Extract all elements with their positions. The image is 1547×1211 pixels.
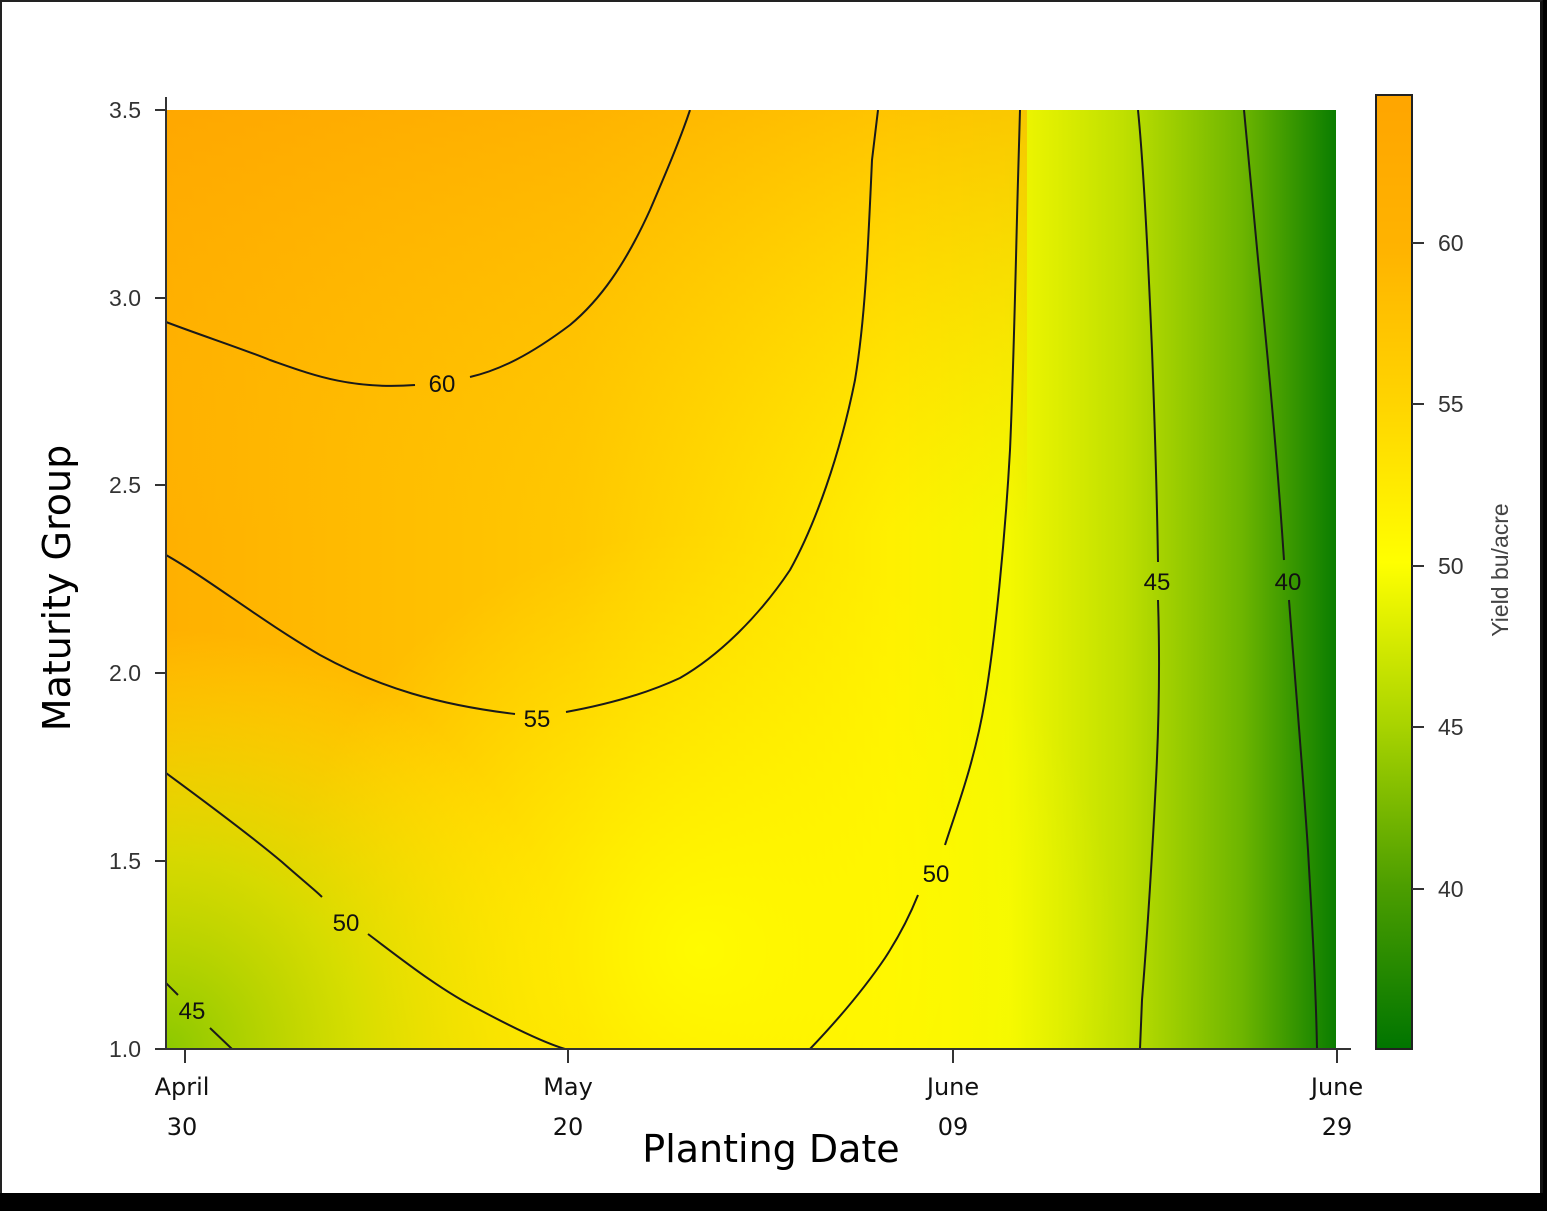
x-axis-title: Planting Date bbox=[642, 1127, 899, 1171]
contour-50-left bbox=[167, 772, 566, 1049]
contour-label-40: 40 bbox=[1275, 569, 1302, 596]
x-tick-day-2: 09 bbox=[938, 1113, 969, 1141]
x-tick-day-0: 30 bbox=[167, 1113, 198, 1141]
x-tick-labels: April 30 May 20 June 09 June 29 bbox=[155, 1073, 1364, 1141]
contour-55 bbox=[167, 110, 879, 715]
contour-label-50-left: 50 bbox=[333, 910, 360, 937]
contour-label-45-right: 45 bbox=[1144, 569, 1171, 596]
y-axis bbox=[155, 97, 167, 1050]
contour-45-right bbox=[1137, 110, 1161, 1049]
y-axis-title: Maturity Group bbox=[35, 445, 79, 731]
colorbar-title: Yield bu/acre bbox=[1487, 503, 1513, 636]
x-tick-month-2: June bbox=[925, 1073, 979, 1101]
colorbar-tick-40: 40 bbox=[1438, 876, 1464, 902]
y-tick-3.0: 3.0 bbox=[109, 285, 141, 311]
colorbar-tick-50: 50 bbox=[1438, 553, 1464, 579]
contour-lines bbox=[167, 110, 1318, 1049]
heatmap-field bbox=[167, 110, 1336, 1049]
x-tick-month-3: June bbox=[1309, 1073, 1363, 1101]
y-tick-1.5: 1.5 bbox=[109, 848, 141, 874]
x-axis bbox=[155, 1048, 1351, 1063]
colorbar-tick-45: 45 bbox=[1438, 714, 1464, 740]
y-tick-2.0: 2.0 bbox=[109, 660, 141, 686]
y-tick-labels: 3.5 3.0 2.5 2.0 1.5 1.0 bbox=[109, 97, 141, 1062]
x-tick-month-0: April bbox=[155, 1073, 210, 1101]
colorbar: 60 55 50 45 40 Yield bu/acre bbox=[1375, 94, 1513, 1050]
contour-label-45-left: 45 bbox=[179, 998, 206, 1025]
contour-45-left bbox=[167, 982, 233, 1049]
x-tick-day-1: 20 bbox=[553, 1113, 584, 1141]
contour-60 bbox=[167, 110, 691, 387]
contour-50-right bbox=[809, 110, 1021, 1049]
contour-label-60: 60 bbox=[429, 371, 456, 398]
colorbar-tick-55: 55 bbox=[1438, 391, 1464, 417]
contour-labels: 60 55 50 50 45 45 40 bbox=[179, 371, 1302, 1025]
y-tick-2.5: 2.5 bbox=[109, 472, 141, 498]
y-tick-3.5: 3.5 bbox=[109, 97, 141, 123]
colorbar-gradient bbox=[1375, 94, 1413, 1050]
x-tick-day-3: 29 bbox=[1322, 1113, 1353, 1141]
y-tick-1.0: 1.0 bbox=[109, 1036, 141, 1062]
colorbar-tick-60: 60 bbox=[1438, 230, 1464, 256]
contour-label-50-right: 50 bbox=[923, 861, 950, 888]
contour-40 bbox=[1243, 110, 1318, 1049]
contour-label-55: 55 bbox=[524, 706, 551, 733]
x-tick-month-1: May bbox=[543, 1073, 593, 1101]
